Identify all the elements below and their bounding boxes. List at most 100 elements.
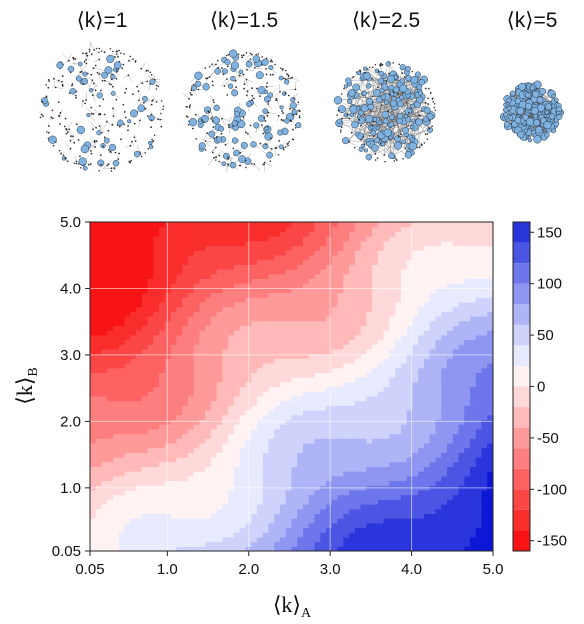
network-node — [102, 98, 105, 101]
contour-cell — [130, 254, 137, 261]
contour-cell — [216, 471, 224, 477]
contour-cell — [251, 504, 258, 510]
contour-cell — [118, 301, 126, 308]
contour-cell — [124, 278, 131, 284]
contour-cell — [222, 278, 229, 284]
contour-cell — [118, 273, 126, 279]
contour-cell — [239, 283, 247, 289]
contour-cell — [95, 287, 103, 294]
contour-cell — [199, 348, 206, 355]
network-node — [337, 109, 340, 112]
contour-cell — [216, 372, 224, 378]
contour-cell — [141, 480, 149, 486]
contour-cell — [124, 466, 131, 472]
contour-cell — [136, 222, 143, 228]
contour-cell — [164, 339, 172, 345]
contour-cell — [210, 494, 218, 500]
contour-cell — [164, 377, 172, 383]
contour-cell — [136, 447, 143, 453]
contour-cell — [164, 419, 172, 425]
contour-cell — [147, 264, 154, 270]
network-node — [404, 107, 412, 116]
contour-cell — [107, 518, 114, 524]
network-node — [226, 65, 229, 68]
network-node — [197, 88, 200, 91]
contour-cell — [262, 348, 270, 355]
contour-cell — [124, 283, 131, 289]
contour-cell — [262, 494, 270, 500]
contour-cell — [187, 222, 195, 228]
contour-cell — [256, 419, 264, 425]
contour-cell — [262, 489, 270, 496]
contour-cell — [205, 452, 212, 458]
contour-cell — [216, 457, 224, 463]
contour-cell — [187, 330, 195, 336]
contour-cell — [136, 278, 143, 284]
network-node — [221, 117, 223, 120]
network-node — [376, 86, 379, 89]
contour-cell — [107, 231, 114, 237]
network-node — [112, 115, 115, 117]
network-node — [90, 106, 93, 109]
contour-cell — [153, 381, 160, 388]
network-node — [374, 63, 377, 66]
network-node — [380, 94, 387, 100]
contour-cell — [95, 466, 103, 472]
contour-cell — [279, 471, 287, 477]
contour-cell — [303, 438, 310, 444]
contour-cell — [256, 254, 264, 261]
contour-cell — [297, 278, 304, 284]
network-node — [383, 128, 392, 137]
network-node — [129, 55, 131, 58]
contour-cell — [239, 325, 247, 331]
contour-cell — [199, 316, 206, 322]
network-node — [393, 86, 400, 93]
contour-cell — [124, 316, 131, 322]
contour-cell — [291, 301, 298, 308]
contour-cell — [124, 475, 131, 482]
contour-cell — [216, 301, 224, 308]
contour-cell — [101, 424, 108, 430]
contour-cell — [228, 419, 235, 425]
contour-cell — [274, 325, 281, 331]
contour-cell — [285, 447, 293, 453]
network-node — [103, 79, 106, 82]
network-edge — [92, 83, 99, 90]
contour-cell — [216, 320, 224, 326]
contour-cell — [274, 287, 281, 294]
contour-cell — [210, 461, 218, 467]
contour-cell — [251, 452, 258, 458]
contour-cell — [124, 504, 131, 510]
contour-cell — [141, 240, 149, 247]
contour-cell — [251, 499, 258, 505]
contour-cell — [170, 344, 177, 350]
network-node — [194, 71, 203, 80]
contour-cell — [95, 259, 103, 265]
network-edge — [80, 67, 84, 74]
contour-cell — [279, 522, 287, 529]
network-node — [266, 82, 268, 84]
network-node — [549, 113, 556, 120]
contour-cell — [233, 428, 241, 435]
contour-cell — [130, 414, 137, 420]
network-edge — [89, 41, 92, 50]
network-node — [291, 138, 294, 141]
network-node — [185, 105, 188, 108]
contour-cell — [170, 283, 177, 289]
contour-cell — [130, 489, 137, 496]
network-node — [75, 90, 78, 93]
contour-cell — [251, 522, 258, 529]
contour-cell — [159, 424, 166, 430]
contour-cell — [274, 457, 281, 463]
contour-cell — [297, 518, 304, 524]
contour-cell — [130, 527, 137, 533]
contour-cell — [268, 428, 275, 435]
contour-cell — [262, 278, 270, 284]
contour-cell — [205, 358, 212, 364]
network-node — [64, 117, 67, 120]
network-node — [360, 143, 366, 149]
contour-cell — [205, 489, 212, 496]
contour-cell — [210, 522, 218, 529]
contour-cell — [193, 306, 200, 312]
contour-cell — [285, 428, 293, 435]
